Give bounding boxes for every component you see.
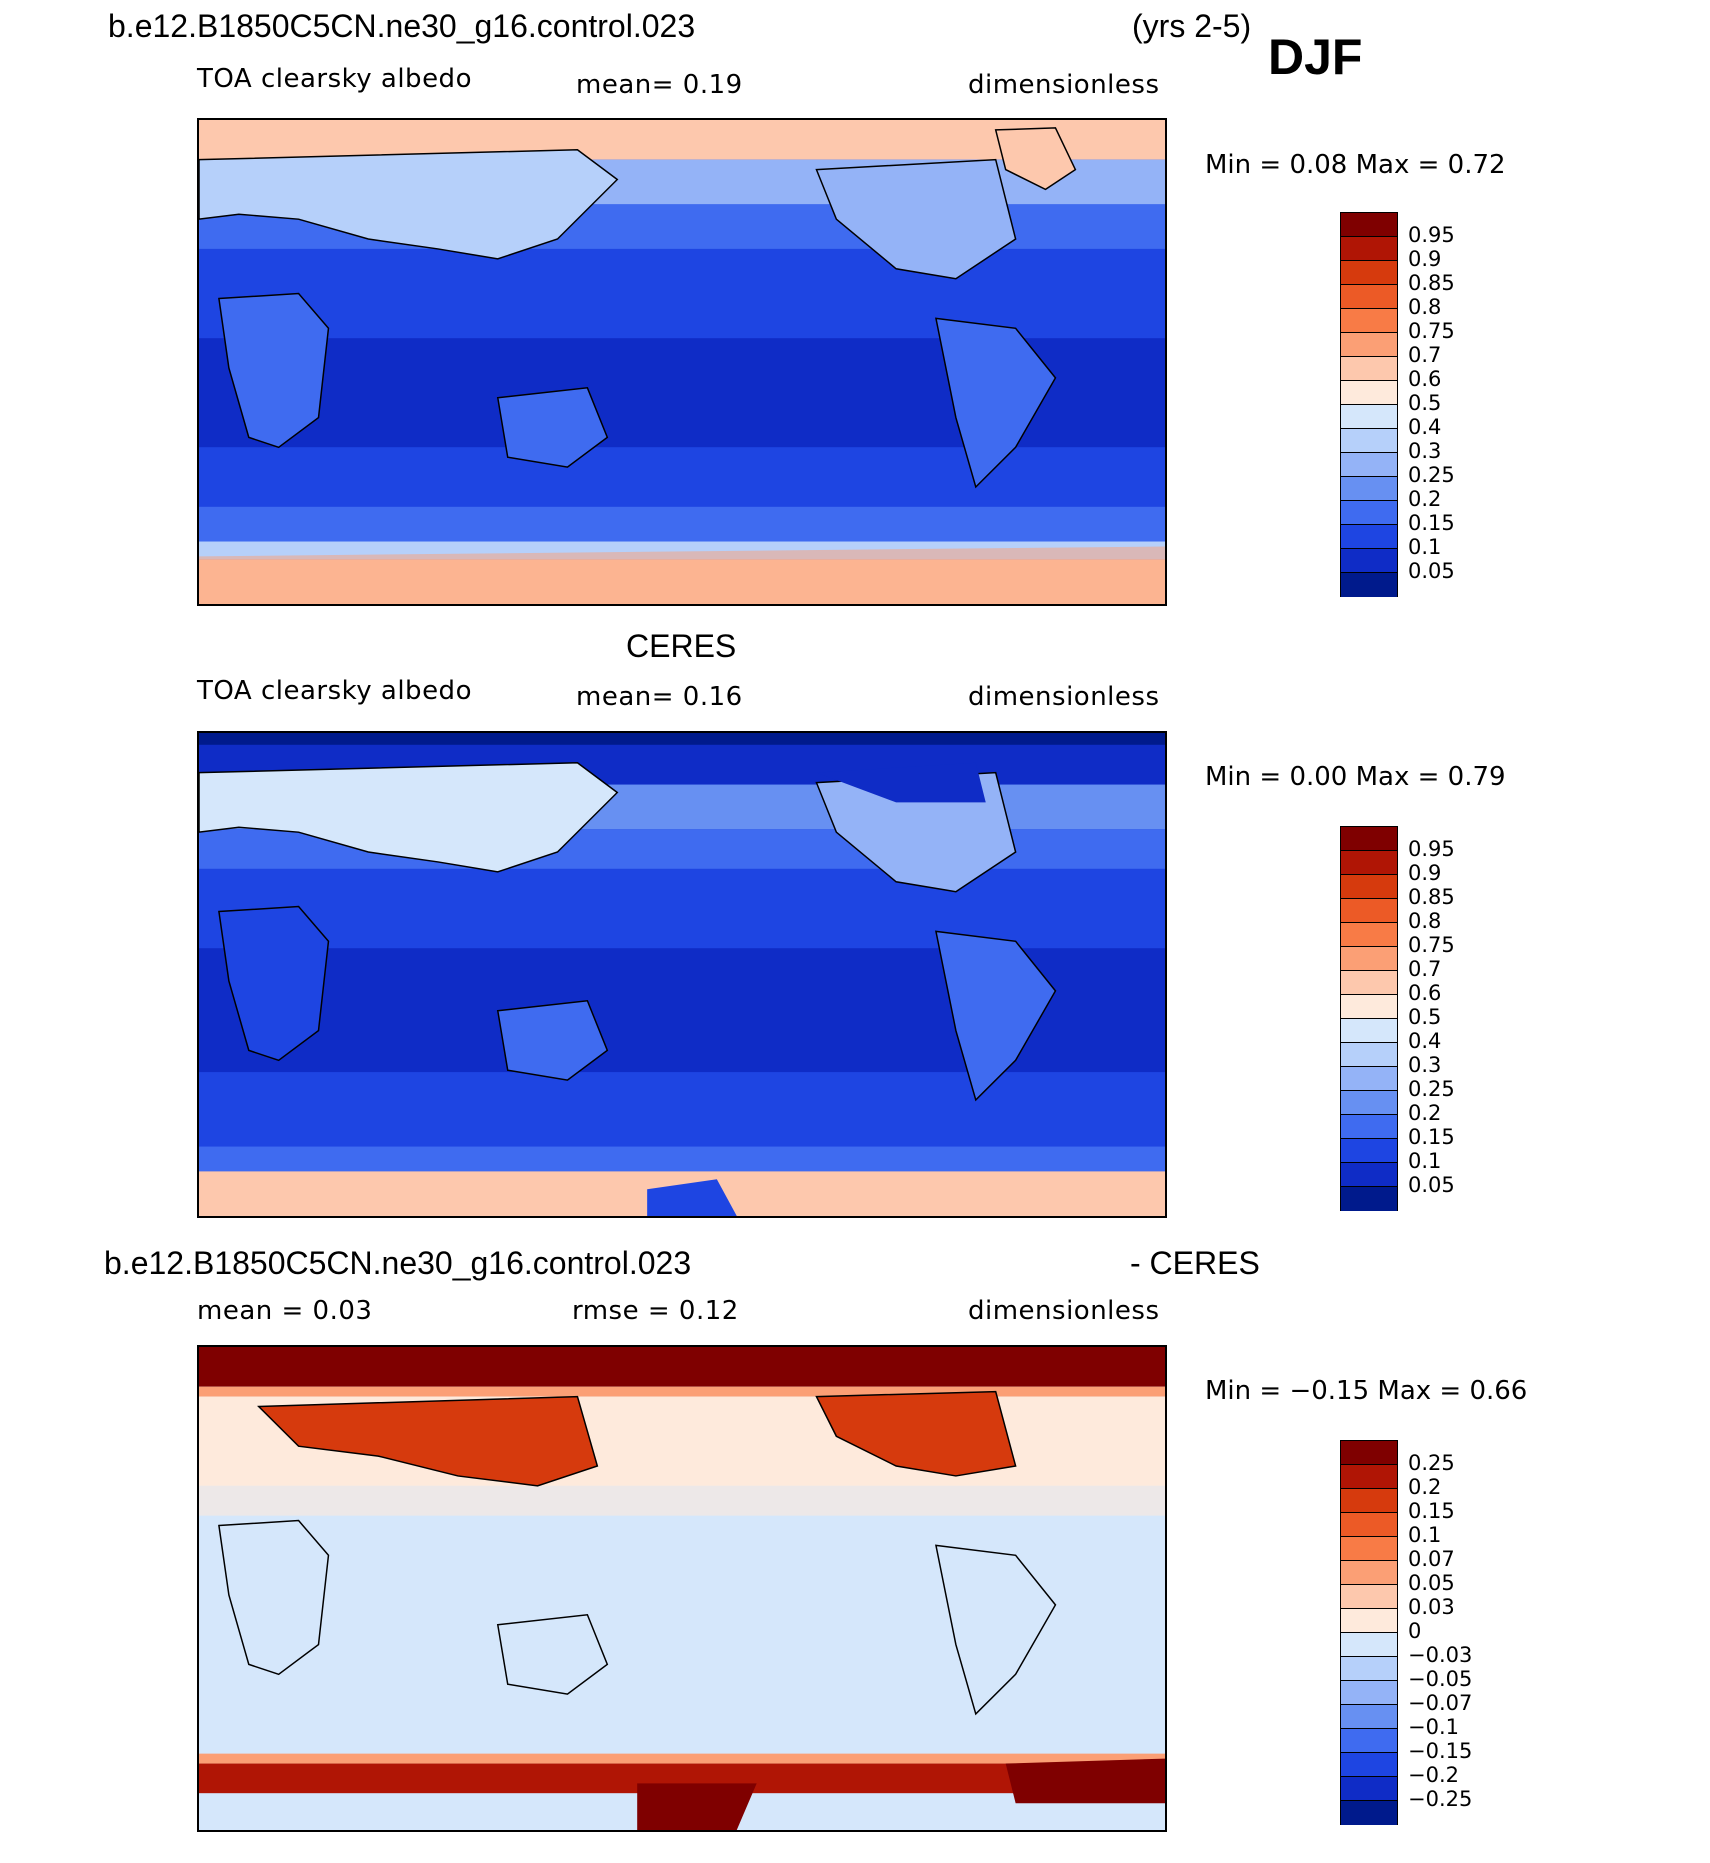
panel2-colorbar-tick: 0.3 [1408, 1053, 1442, 1077]
panel3-map [197, 1345, 1167, 1832]
panel3-colorbar-tick: 0.1 [1408, 1523, 1442, 1547]
panel3-colorbar-tick: 0.07 [1408, 1547, 1455, 1571]
panel1-map [197, 118, 1167, 606]
panel1-colorbar-tick: 0.3 [1408, 439, 1442, 463]
panel3-colorbar-tick: 0.25 [1408, 1451, 1455, 1475]
panel3-colorbar-tick: 0.05 [1408, 1571, 1455, 1595]
panel3-colorbar-tick: 0 [1408, 1619, 1422, 1643]
panel1-colorbar-tick: 0.15 [1408, 511, 1455, 535]
panel1-colorbar-tick: 0.5 [1408, 391, 1442, 415]
panel3-colorbar-tick: −0.25 [1408, 1787, 1473, 1811]
panel2-colorbar-tick: 0.9 [1408, 861, 1442, 885]
panel1-colorbar-tick: 0.7 [1408, 343, 1442, 367]
panel1-colorbar-tick: 0.95 [1408, 223, 1455, 247]
panel3-colorbar-tick: −0.1 [1408, 1715, 1459, 1739]
panel3-units: dimensionless [968, 1296, 1160, 1326]
panel2-title: CERES [626, 628, 737, 664]
panel1-colorbar-tick: 0.1 [1408, 535, 1442, 559]
season-label: DJF [1268, 29, 1363, 85]
panel1-colorbar-tick: 0.6 [1408, 367, 1442, 391]
panel1-colorbar-tick: 0.75 [1408, 319, 1455, 343]
panel2-colorbar-tick: 0.6 [1408, 981, 1442, 1005]
panel3-colorbar-tick: 0.03 [1408, 1595, 1455, 1619]
panel3-colorbar-tick: −0.07 [1408, 1691, 1473, 1715]
panel1-minmax: Min = 0.08 Max = 0.72 [1205, 150, 1506, 180]
panel1-variable: TOA clearsky albedo [197, 64, 472, 94]
panel3-colorbar-tick: −0.05 [1408, 1667, 1473, 1691]
panel3-title-right: - CERES [1130, 1245, 1260, 1281]
panel2-variable: TOA clearsky albedo [197, 676, 472, 706]
panel2-colorbar-tick: 0.15 [1408, 1125, 1455, 1149]
panel1-colorbar-tick: 0.05 [1408, 559, 1455, 583]
panel2-colorbar-tick: 0.1 [1408, 1149, 1442, 1173]
panel2-colorbar-tick: 0.25 [1408, 1077, 1455, 1101]
panel2-mean: mean= 0.16 [576, 682, 743, 712]
panel3-minmax: Min = −0.15 Max = 0.66 [1205, 1376, 1528, 1406]
panel1-colorbar-tick: 0.9 [1408, 247, 1442, 271]
panel1-units: dimensionless [968, 70, 1160, 100]
panel1-colorbar-tick: 0.4 [1408, 415, 1442, 439]
panel3-rmse: rmse = 0.12 [572, 1296, 739, 1326]
panel2-map [197, 731, 1167, 1218]
panel2-colorbar-tick: 0.2 [1408, 1101, 1442, 1125]
panel1-colorbar-tick: 0.25 [1408, 463, 1455, 487]
panel3-colorbar-tick: 0.2 [1408, 1475, 1442, 1499]
panel3-colorbar-tick: 0.15 [1408, 1499, 1455, 1523]
panel3-mean: mean = 0.03 [197, 1296, 373, 1326]
panel2-colorbar [1340, 826, 1398, 1211]
panel2-units: dimensionless [968, 682, 1160, 712]
panel3-title: b.e12.B1850C5CN.ne30_g16.control.023 [104, 1245, 692, 1281]
panel2-colorbar-tick: 0.05 [1408, 1173, 1455, 1197]
panel2-colorbar-tick: 0.85 [1408, 885, 1455, 909]
panel1-colorbar-tick: 0.8 [1408, 295, 1442, 319]
panel2-colorbar-tick: 0.75 [1408, 933, 1455, 957]
panel2-minmax: Min = 0.00 Max = 0.79 [1205, 762, 1506, 792]
panel1-mean: mean= 0.19 [576, 70, 743, 100]
panel2-colorbar-tick: 0.95 [1408, 837, 1455, 861]
panel3-colorbar-tick: −0.15 [1408, 1739, 1473, 1763]
case-name-title: b.e12.B1850C5CN.ne30_g16.control.023 [108, 8, 696, 44]
panel3-colorbar-tick: −0.03 [1408, 1643, 1473, 1667]
panel2-colorbar-tick: 0.4 [1408, 1029, 1442, 1053]
panel3-colorbar [1340, 1440, 1398, 1825]
panel1-colorbar-tick: 0.85 [1408, 271, 1455, 295]
panel2-colorbar-tick: 0.5 [1408, 1005, 1442, 1029]
panel3-colorbar-tick: −0.2 [1408, 1763, 1459, 1787]
panel2-colorbar-tick: 0.8 [1408, 909, 1442, 933]
panel1-colorbar-tick: 0.2 [1408, 487, 1442, 511]
panel1-colorbar [1340, 212, 1398, 597]
panel2-colorbar-tick: 0.7 [1408, 957, 1442, 981]
years-label: (yrs 2-5) [1132, 8, 1252, 44]
